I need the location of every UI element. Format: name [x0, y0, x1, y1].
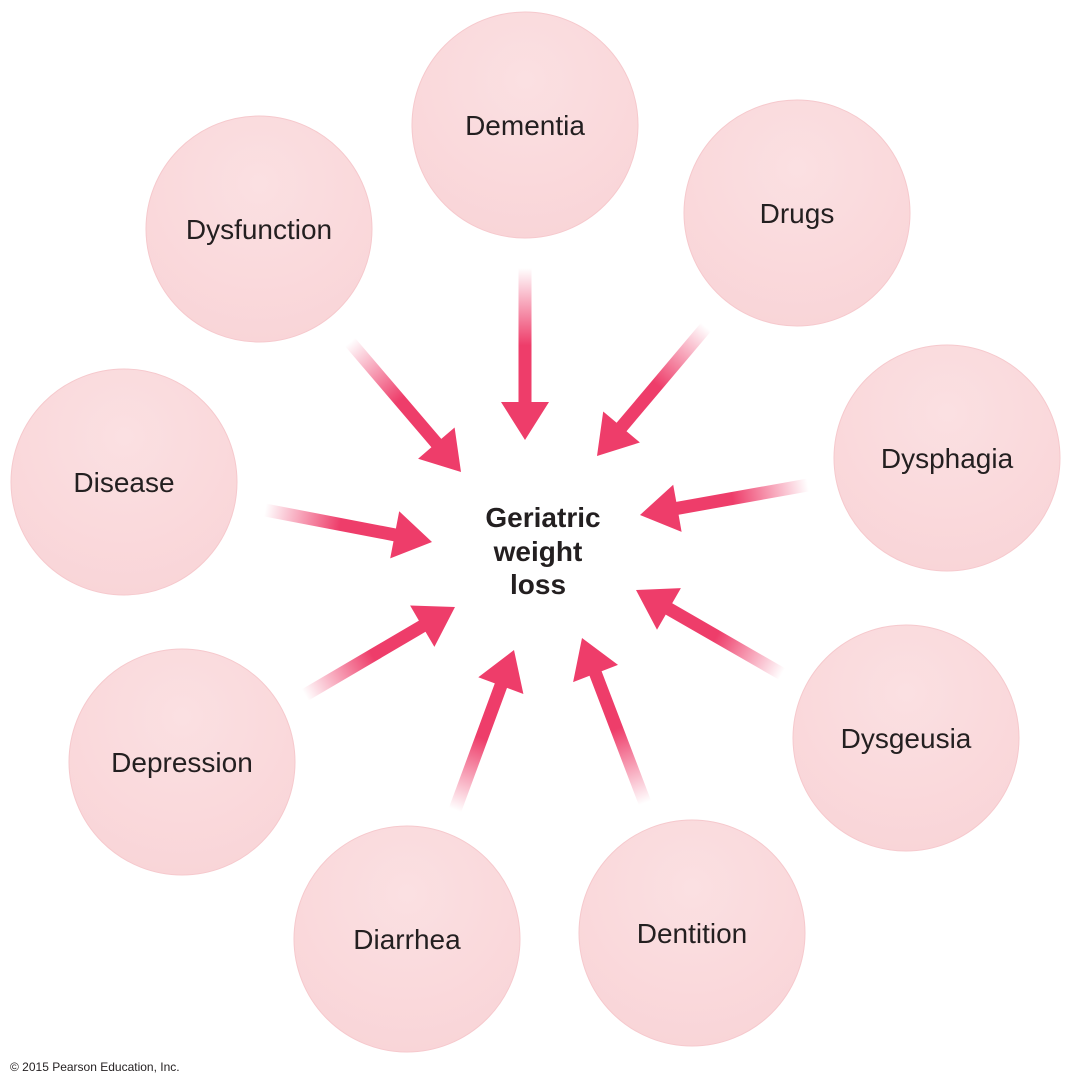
arrow-diarrhea	[448, 650, 524, 813]
node-circle-dysgeusia	[792, 624, 1020, 852]
node-diarrhea: Diarrhea	[293, 825, 521, 1053]
arrow-disease	[263, 503, 432, 559]
node-label-depression: Depression	[111, 747, 253, 778]
node-label-diarrhea: Diarrhea	[353, 924, 461, 955]
node-disease: Disease	[10, 368, 238, 596]
arrow-dysphagia	[640, 478, 810, 532]
arrow-drugs	[597, 322, 711, 456]
node-depression: Depression	[68, 648, 296, 876]
arrow-dysgeusia	[636, 588, 786, 680]
arrows-layer	[263, 268, 810, 813]
node-label-dysfunction: Dysfunction	[186, 214, 332, 245]
node-circle-diarrhea	[293, 825, 521, 1053]
center-line-3: loss	[510, 569, 566, 600]
node-dysfunction: Dysfunction	[145, 115, 373, 343]
node-drugs: Drugs	[683, 99, 911, 327]
node-label-dysgeusia: Dysgeusia	[841, 723, 972, 754]
node-circle-dysfunction	[145, 115, 373, 343]
node-label-dementia: Dementia	[465, 110, 585, 141]
node-circle-depression	[68, 648, 296, 876]
arrow-dementia	[501, 268, 549, 440]
copyright-notice: © 2015 Pearson Education, Inc.	[10, 1060, 180, 1074]
center-line-2: weight	[493, 536, 583, 567]
node-dentition: Dentition	[578, 819, 806, 1047]
arrow-depression	[301, 605, 455, 701]
arrow-dysfunction	[345, 337, 461, 472]
node-circle-drugs	[683, 99, 911, 327]
node-label-drugs: Drugs	[760, 198, 835, 229]
center-line-1: Geriatric	[485, 502, 600, 533]
node-circle-dysphagia	[833, 344, 1061, 572]
node-label-dysphagia: Dysphagia	[881, 443, 1014, 474]
node-label-dentition: Dentition	[637, 918, 748, 949]
node-dysphagia: Dysphagia	[833, 344, 1061, 572]
node-circle-dentition	[578, 819, 806, 1047]
node-circle-disease	[10, 368, 238, 596]
node-dementia: Dementia	[411, 11, 639, 239]
center-label: Geriatric weight loss	[485, 502, 600, 600]
arrow-dentition	[573, 638, 652, 806]
nodes-layer: Dementia Drugs Dysphagia Dysgeusia Dentition…	[10, 11, 1061, 1053]
node-label-disease: Disease	[73, 467, 174, 498]
node-circle-dementia	[411, 11, 639, 239]
node-dysgeusia: Dysgeusia	[792, 624, 1020, 852]
